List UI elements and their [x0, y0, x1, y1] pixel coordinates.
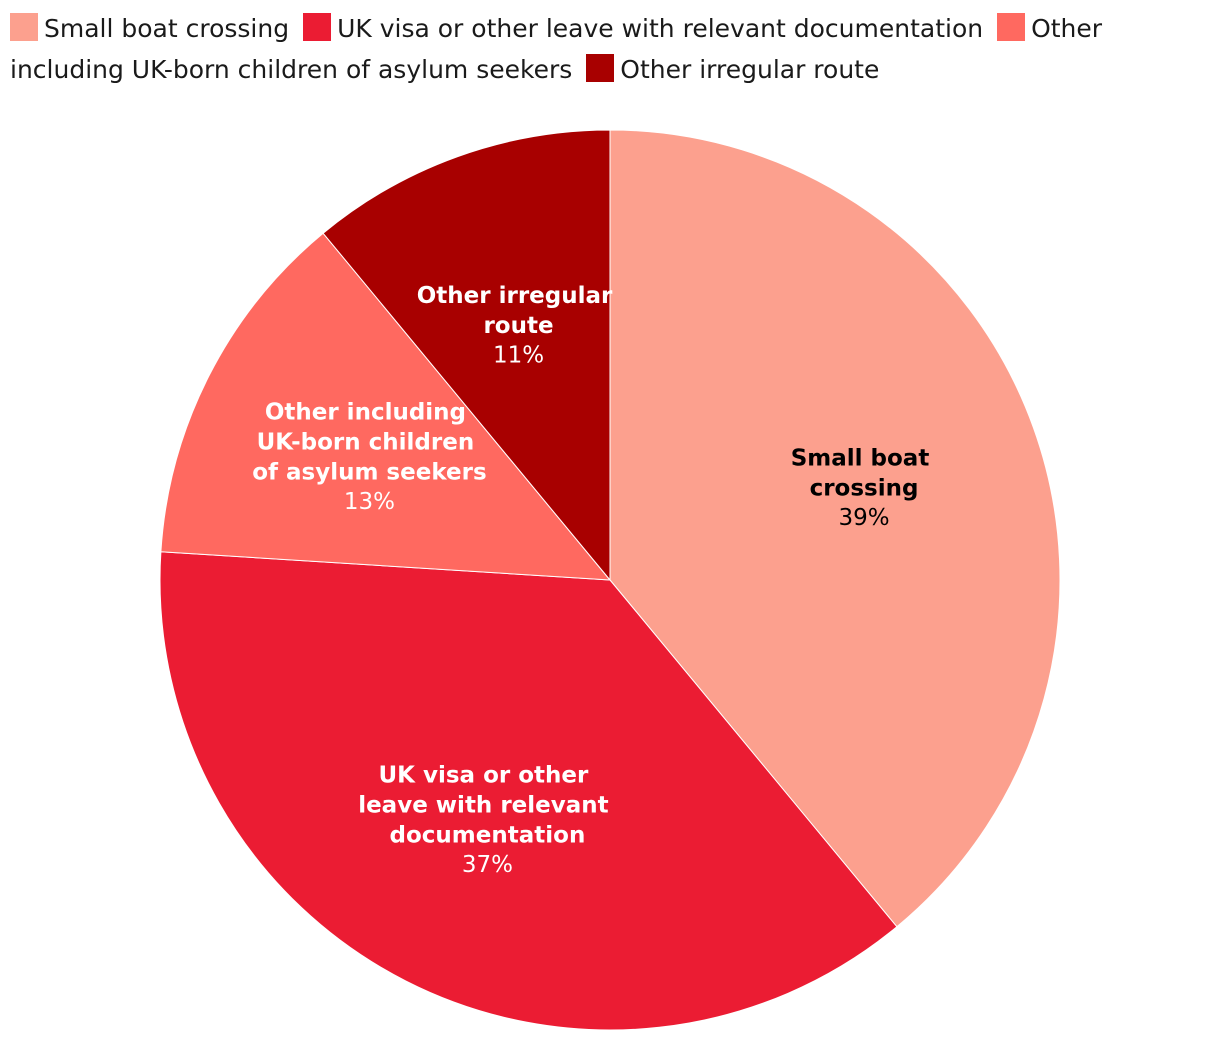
value-label: 11% — [493, 342, 544, 368]
legend: Small boat crossing UK visa or other leav… — [10, 8, 1200, 90]
pie-slice — [609, 129, 1061, 928]
pie-slice — [322, 129, 611, 582]
slice-label: Other including UK-born children of asyl… — [252, 399, 486, 485]
value-label: 13% — [344, 489, 395, 515]
pie-slice — [159, 551, 898, 1031]
slice-label: UK visa or other leave with relevant doc… — [358, 762, 616, 848]
legend-label: Small boat crossing — [44, 14, 290, 43]
legend-item: Other including UK-born children of asyl… — [10, 13, 1103, 84]
pie-slice — [160, 232, 612, 581]
legend-swatch — [303, 13, 332, 41]
legend-label: Other including UK-born children of asyl… — [10, 14, 1103, 84]
legend-item: Small boat crossing — [10, 13, 290, 43]
legend-swatch — [10, 13, 38, 41]
slice-label: Small boat crossing — [791, 445, 938, 501]
legend-label: UK visa or other leave with relevant doc… — [337, 14, 984, 43]
legend-swatch — [997, 13, 1026, 41]
legend-item: UK visa or other leave with relevant doc… — [303, 13, 984, 43]
legend-swatch — [586, 54, 615, 82]
value-label: 37% — [462, 852, 513, 878]
value-label: 39% — [838, 505, 889, 531]
legend-item: Other irregular route — [586, 54, 880, 84]
slice-label: Other irregular route — [417, 282, 621, 338]
legend-label: Other irregular route — [620, 55, 880, 84]
